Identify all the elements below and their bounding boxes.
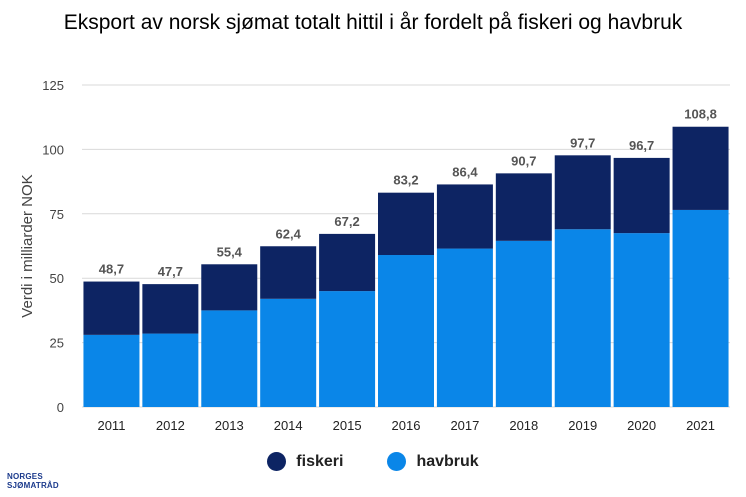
bar-fiskeri-2012 xyxy=(142,284,199,334)
x-tick-label: 2012 xyxy=(156,418,185,433)
y-axis-label: Verdi i milliarder NOK xyxy=(19,174,36,317)
x-tick-label: 2016 xyxy=(392,418,421,433)
bar-fiskeri-2018 xyxy=(495,173,552,241)
bar-havbruk-2018 xyxy=(495,240,552,407)
logo-line-1: NORGES xyxy=(7,472,43,481)
bar-havbruk-2011 xyxy=(83,334,140,407)
x-tick-label: 2013 xyxy=(215,418,244,433)
total-label: 97,7 xyxy=(570,135,595,150)
bar-havbruk-2015 xyxy=(319,291,376,407)
bar-havbruk-2012 xyxy=(142,333,199,407)
x-tick-label: 2011 xyxy=(97,418,125,433)
bar-havbruk-2021 xyxy=(672,209,729,407)
bar-fiskeri-2019 xyxy=(554,155,611,230)
bar-fiskeri-2015 xyxy=(319,233,376,292)
total-label: 86,4 xyxy=(452,164,478,179)
legend: fiskeri havbruk xyxy=(0,452,746,471)
y-tick-label: 50 xyxy=(50,271,64,286)
bar-havbruk-2016 xyxy=(378,255,434,407)
total-label: 48,7 xyxy=(99,262,124,277)
bar-fiskeri-2020 xyxy=(613,157,670,234)
bar-fiskeri-2014 xyxy=(260,246,317,299)
bars xyxy=(83,126,729,407)
total-label: 96,7 xyxy=(629,138,654,153)
x-tick-label: 2017 xyxy=(450,418,479,433)
x-tick-label: 2018 xyxy=(509,418,538,433)
logo-line-2: SJØMATRÅD xyxy=(7,481,59,490)
y-tick-label: 75 xyxy=(50,207,64,222)
total-label: 90,7 xyxy=(511,153,536,168)
bar-fiskeri-2017 xyxy=(436,184,493,249)
y-tick-label: 25 xyxy=(50,336,64,351)
bar-havbruk-2013 xyxy=(201,310,258,407)
bar-fiskeri-2011 xyxy=(83,281,140,335)
x-tick-label: 2020 xyxy=(627,418,656,433)
x-axis-ticks: 2011 2012 2013 2014 2015 2016 2017 2018 2019 2020… xyxy=(97,418,715,433)
total-label: 47,7 xyxy=(158,264,183,279)
total-label: 67,2 xyxy=(334,214,359,229)
bar-fiskeri-2013 xyxy=(201,264,258,311)
y-tick-label: 0 xyxy=(57,400,64,415)
legend-swatch-havbruk xyxy=(387,452,407,471)
total-label: 83,2 xyxy=(393,173,418,188)
legend-swatch-fiskeri xyxy=(267,452,287,471)
bar-havbruk-2019 xyxy=(554,229,611,407)
total-label: 108,8 xyxy=(684,107,717,122)
y-axis-ticks: 0 25 50 75 100 125 xyxy=(42,78,64,415)
bar-fiskeri-2021 xyxy=(672,126,729,210)
x-tick-label: 2015 xyxy=(333,418,362,433)
total-label: 55,4 xyxy=(217,244,243,259)
legend-label-havbruk: havbruk xyxy=(416,452,479,470)
legend-item-havbruk[interactable]: havbruk xyxy=(387,452,479,471)
chart-title: Eksport av norsk sjømat totalt hittil i … xyxy=(63,11,683,34)
x-tick-label: 2014 xyxy=(274,418,303,433)
norges-sjomatrad-logo: NORGES SJØMATRÅD xyxy=(7,472,59,490)
bar-fiskeri-2016 xyxy=(378,192,434,256)
legend-label-fiskeri: fiskeri xyxy=(296,452,344,470)
y-tick-label: 100 xyxy=(42,142,64,157)
bar-havbruk-2017 xyxy=(436,248,493,407)
bar-havbruk-2014 xyxy=(260,298,317,407)
x-tick-label: 2019 xyxy=(568,418,597,433)
legend-item-fiskeri[interactable]: fiskeri xyxy=(267,452,343,471)
total-label: 62,4 xyxy=(276,226,302,241)
x-tick-label: 2021 xyxy=(686,418,715,433)
total-labels: 48,7 47,7 55,4 62,4 67,2 83,2 86,4 90,7 97,7 96,7… xyxy=(99,107,717,279)
bar-havbruk-2020 xyxy=(613,233,670,407)
y-tick-label: 125 xyxy=(42,78,64,93)
